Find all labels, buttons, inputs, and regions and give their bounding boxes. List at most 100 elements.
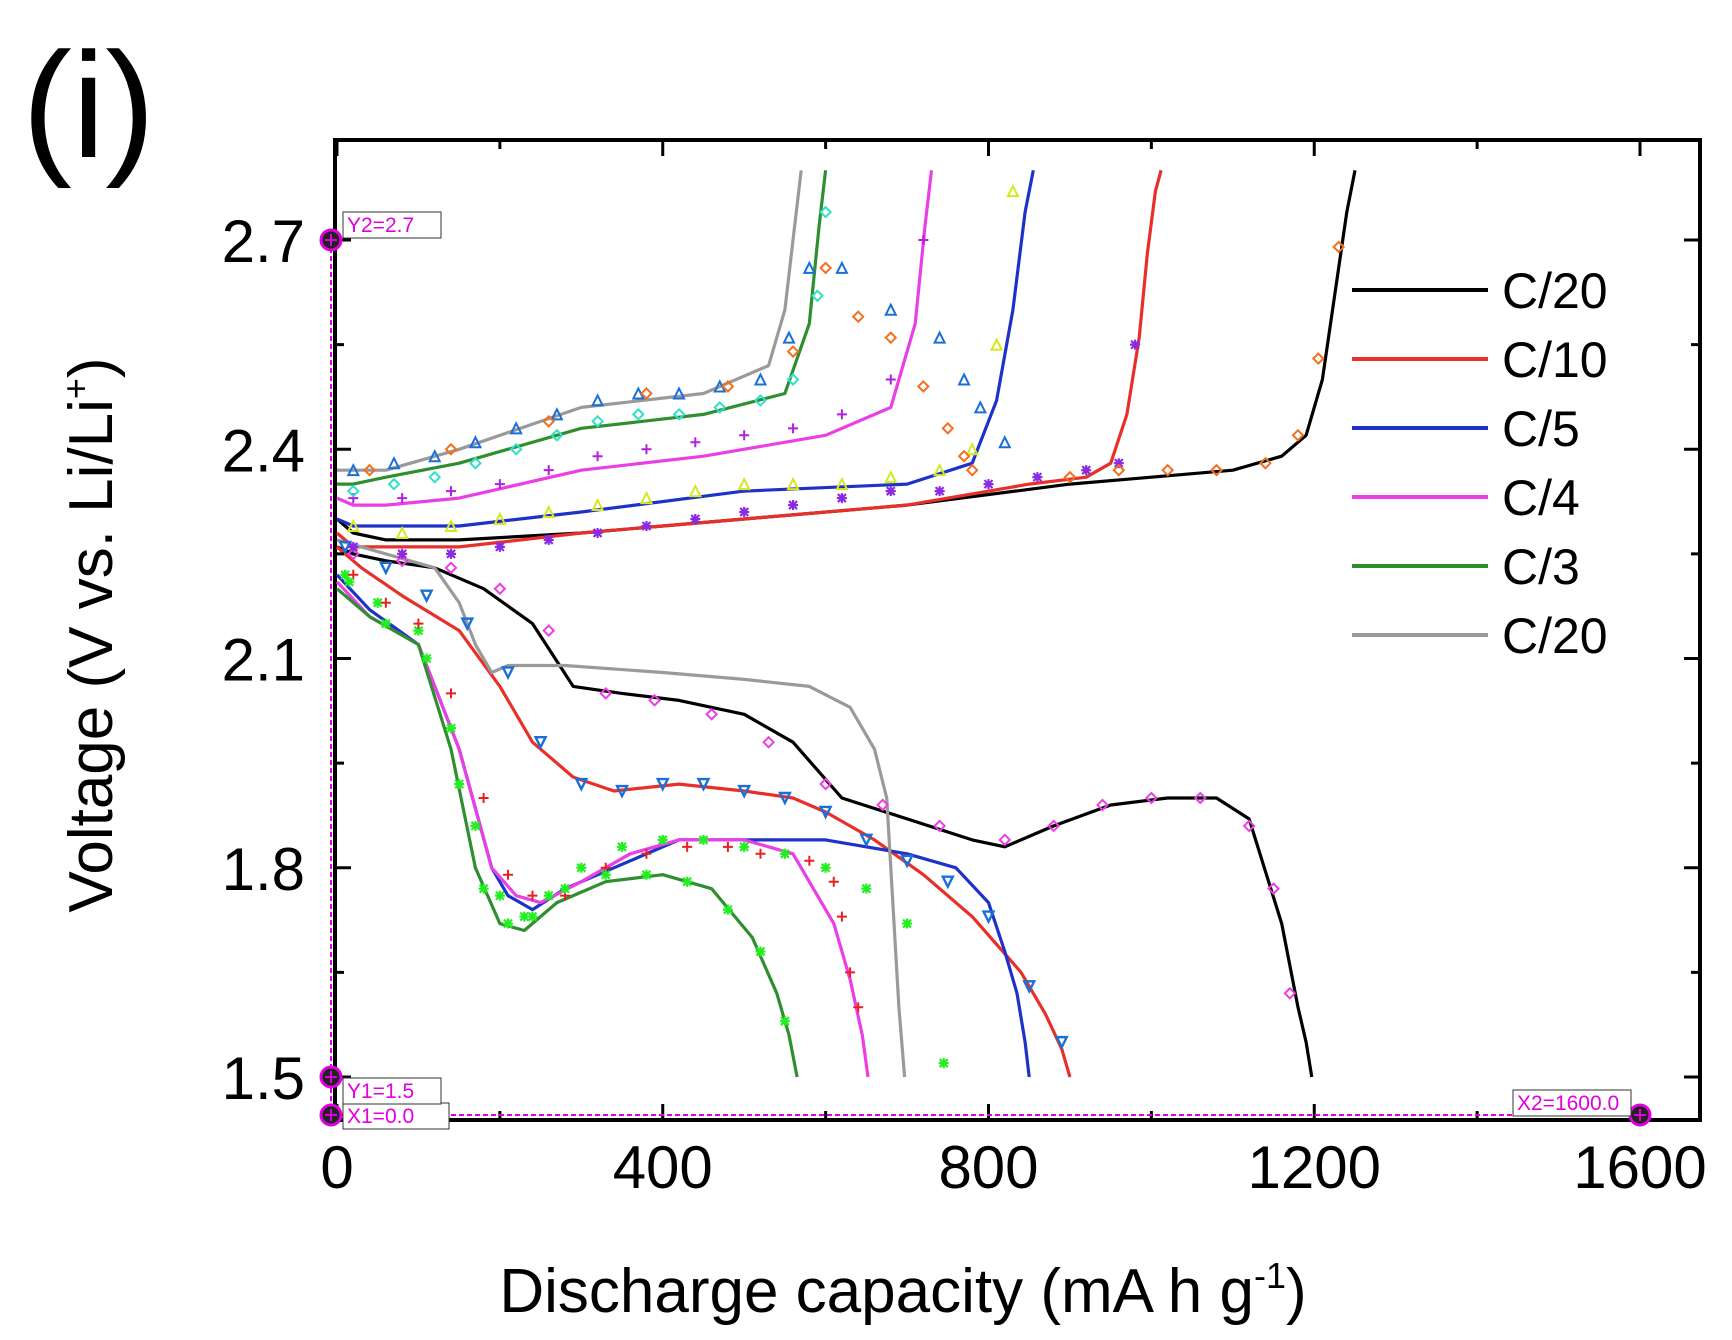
y-axis-label-sup: + xyxy=(55,378,96,399)
data-point-marker xyxy=(884,331,898,345)
data-point-marker xyxy=(819,205,833,219)
data-point-marker xyxy=(836,409,847,420)
calibration-label-box xyxy=(342,211,442,239)
data-point-marker xyxy=(933,819,947,833)
data-point-marker xyxy=(509,442,523,456)
data-point-marker xyxy=(933,462,947,477)
data-point-marker xyxy=(688,483,702,498)
data-point-marker xyxy=(802,260,816,274)
data-point-marker xyxy=(788,423,799,434)
calibration-crosshair xyxy=(325,1071,337,1083)
data-point-marker xyxy=(753,372,768,386)
data-point-marker xyxy=(387,477,401,491)
y-axis-label: Voltage (V vs. Li/Li+) xyxy=(55,357,126,912)
data-point-marker xyxy=(1242,819,1256,833)
data-point-marker xyxy=(941,421,955,435)
data-point-marker xyxy=(861,883,872,894)
data-point-marker xyxy=(494,890,505,901)
data-point-marker xyxy=(519,911,530,922)
calibration-label-box xyxy=(1512,1089,1632,1117)
data-point-marker xyxy=(444,518,458,532)
data-point-marker xyxy=(957,449,971,463)
data-point-marker xyxy=(599,686,613,700)
y-tick-label: 1.5 xyxy=(222,1045,305,1112)
data-point-marker xyxy=(1054,1035,1069,1050)
series-line-discharge xyxy=(336,545,1314,1078)
x-axis-label-end: ) xyxy=(1286,1257,1307,1326)
series-line-discharge xyxy=(335,545,1072,1078)
data-point-marker xyxy=(446,723,457,734)
data-point-marker xyxy=(542,414,556,428)
data-point-marker xyxy=(380,597,391,608)
data-point-marker xyxy=(698,834,709,845)
axis-ticks: 1.5 1.8 2.1 2.4 2.7 0 400 800 1200 1600 xyxy=(222,140,1707,1201)
data-point-marker xyxy=(631,407,645,421)
data-point-marker xyxy=(884,302,898,316)
data-point-marker xyxy=(444,442,458,456)
data-point-marker xyxy=(509,421,523,435)
series-line-charge xyxy=(336,169,1035,528)
data-point-marker xyxy=(501,666,515,681)
y-axis-label-main: Voltage (V vs. Li/Li xyxy=(57,399,126,913)
x-tick-label: 1600 xyxy=(1573,1134,1706,1201)
data-point-marker xyxy=(363,463,376,477)
calibration-label: X1=0.0 xyxy=(347,1105,414,1128)
data-point-marker xyxy=(779,1016,790,1027)
data-point-marker xyxy=(957,372,971,386)
data-point-marker xyxy=(543,534,554,545)
data-point-marker xyxy=(592,527,603,538)
data-point-marker xyxy=(348,541,359,552)
data-point-marker xyxy=(713,400,727,414)
legend-label: C/3 xyxy=(1502,539,1580,595)
data-point-marker xyxy=(876,798,890,812)
data-point-marker xyxy=(590,497,605,512)
data-point-marker xyxy=(804,855,815,866)
data-point-marker xyxy=(682,876,693,887)
data-point-marker xyxy=(641,444,652,455)
y-tick-label: 1.8 xyxy=(222,836,305,903)
data-point-marker xyxy=(550,407,564,421)
data-point-marker xyxy=(739,430,750,441)
data-point-marker xyxy=(395,554,409,568)
data-point-marker xyxy=(786,345,800,359)
data-point-marker xyxy=(469,456,482,470)
x-axis-label: Discharge capacity (mA h g-1) xyxy=(499,1255,1306,1326)
data-point-marker xyxy=(818,805,833,820)
data-point-marker xyxy=(836,493,847,504)
data-point-marker xyxy=(542,504,556,519)
data-point-marker xyxy=(835,260,849,274)
calibration-label-box xyxy=(342,1077,442,1105)
y-axis-label-end: ) xyxy=(57,357,126,378)
data-point-marker xyxy=(1144,791,1158,805)
series-line-charge xyxy=(337,170,803,472)
x-axis-label-sup: -1 xyxy=(1254,1255,1286,1296)
data-point-marker xyxy=(1258,456,1272,470)
data-point-marker xyxy=(1193,791,1207,805)
data-point-marker xyxy=(737,784,752,799)
legend-label: C/5 xyxy=(1502,401,1580,457)
data-point-marker xyxy=(940,875,955,890)
data-point-marker xyxy=(543,890,554,901)
data-point-marker xyxy=(918,235,929,245)
y-tick-label: 2.4 xyxy=(222,417,305,484)
data-point-marker xyxy=(811,289,824,303)
data-point-marker xyxy=(591,414,605,428)
data-point-marker xyxy=(344,576,355,587)
data-point-marker xyxy=(1113,458,1124,469)
data-point-marker xyxy=(965,463,979,477)
data-point-marker xyxy=(755,848,766,859)
x-tick-label: 0 xyxy=(320,1134,353,1201)
data-point-marker xyxy=(346,547,360,561)
data-point-marker xyxy=(446,548,457,559)
series-markers xyxy=(338,183,1346,1069)
data-point-marker xyxy=(493,582,507,596)
data-point-marker xyxy=(737,476,751,491)
data-point-marker xyxy=(397,493,408,504)
legend-label: C/20 xyxy=(1502,263,1608,319)
data-point-marker xyxy=(938,1058,949,1069)
data-point-marker xyxy=(478,883,489,894)
data-point-marker xyxy=(836,911,847,922)
calibration-overlay: X1=0.0Y1=1.5 Y2=2.7 X2=1600.0 xyxy=(319,211,1652,1130)
data-point-marker xyxy=(592,451,603,462)
data-point-marker xyxy=(446,486,457,497)
